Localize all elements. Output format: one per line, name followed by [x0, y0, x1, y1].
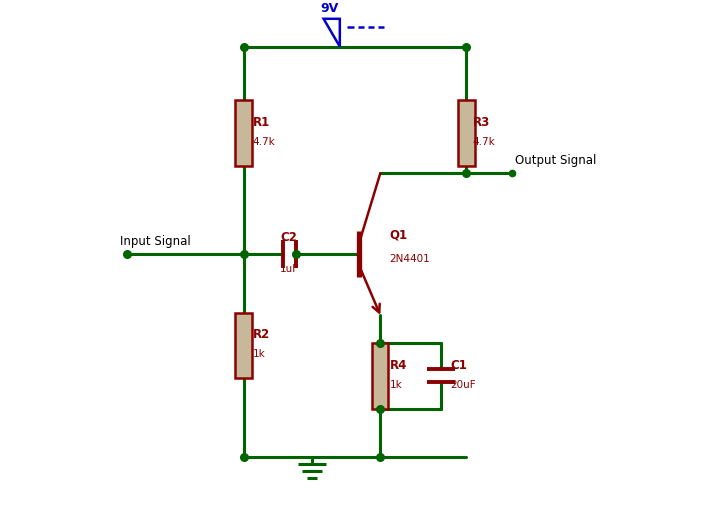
Text: 20uF: 20uF: [450, 380, 476, 390]
Text: R3: R3: [472, 116, 490, 129]
Text: 4.7k: 4.7k: [253, 137, 275, 147]
Text: Input Signal: Input Signal: [119, 235, 190, 248]
Text: C2: C2: [280, 231, 297, 244]
Text: 1k: 1k: [253, 349, 266, 360]
Text: C1: C1: [450, 359, 467, 372]
Bar: [236, 100, 251, 166]
Text: R1: R1: [253, 116, 270, 129]
Text: 9V: 9V: [320, 2, 339, 15]
Text: Q1: Q1: [390, 228, 408, 242]
Bar: [236, 312, 251, 378]
Text: 1uF: 1uF: [280, 264, 299, 275]
Text: 2N4401: 2N4401: [390, 254, 430, 264]
Bar: [459, 100, 474, 166]
Text: 4.7k: 4.7k: [472, 137, 496, 147]
Text: R4: R4: [390, 359, 407, 372]
Text: 1k: 1k: [390, 380, 402, 390]
Text: R2: R2: [253, 329, 270, 342]
Text: Output Signal: Output Signal: [515, 154, 596, 167]
Bar: [372, 343, 388, 409]
